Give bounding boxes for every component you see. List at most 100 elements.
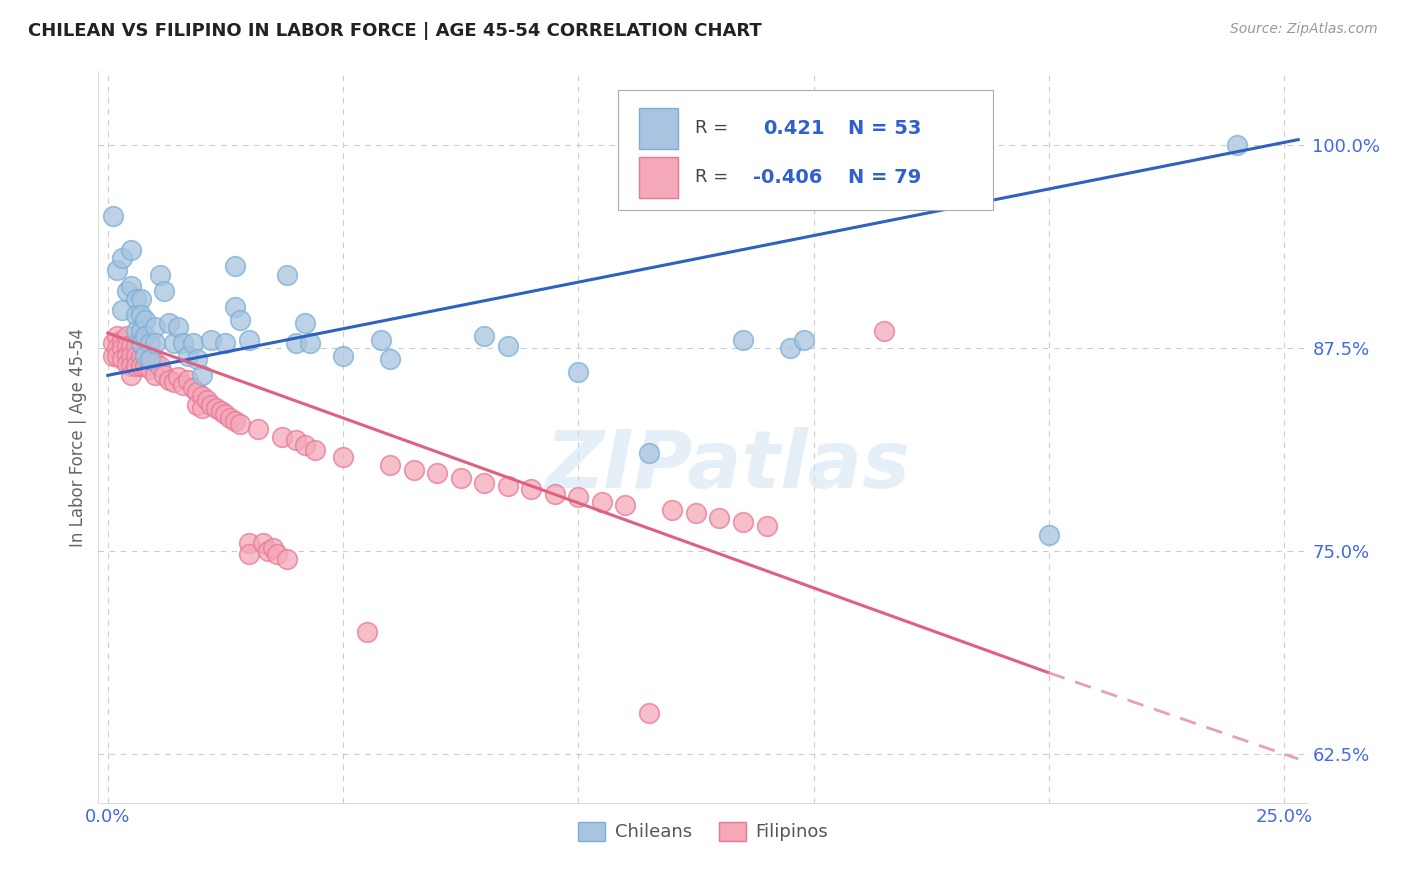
Point	[228, 313, 250, 327]
Point	[205, 401, 228, 415]
Point	[129, 308, 152, 322]
Point	[177, 349, 200, 363]
Point	[172, 378, 194, 392]
Point	[356, 625, 378, 640]
Point	[266, 547, 288, 561]
Point	[195, 392, 218, 407]
Point	[238, 535, 260, 549]
Point	[125, 339, 148, 353]
Point	[125, 308, 148, 322]
Point	[101, 349, 124, 363]
Point	[276, 268, 298, 282]
Point	[1038, 527, 1060, 541]
Point	[779, 341, 801, 355]
Y-axis label: In Labor Force | Age 45-54: In Labor Force | Age 45-54	[69, 327, 87, 547]
Point	[214, 335, 236, 350]
Point	[591, 495, 613, 509]
Point	[685, 507, 707, 521]
Point	[120, 243, 142, 257]
Point	[228, 417, 250, 431]
Point	[294, 316, 316, 330]
Point	[105, 349, 128, 363]
Point	[181, 335, 204, 350]
Point	[172, 335, 194, 350]
Point	[105, 329, 128, 343]
Point	[120, 279, 142, 293]
Point	[472, 329, 495, 343]
Point	[153, 284, 176, 298]
Point	[567, 365, 589, 379]
Legend: Chileans, Filipinos: Chileans, Filipinos	[571, 814, 835, 848]
Point	[149, 359, 172, 373]
FancyBboxPatch shape	[619, 90, 993, 211]
Point	[1226, 137, 1249, 152]
Point	[731, 515, 754, 529]
Point	[496, 339, 519, 353]
Point	[157, 373, 180, 387]
Point	[186, 398, 208, 412]
Point	[120, 339, 142, 353]
Point	[224, 414, 246, 428]
Point	[139, 335, 162, 350]
Point	[378, 458, 401, 472]
Point	[134, 359, 156, 373]
Bar	[638, 157, 678, 197]
Point	[105, 341, 128, 355]
Point	[186, 384, 208, 399]
Point	[252, 535, 274, 549]
Point	[731, 333, 754, 347]
Point	[167, 319, 190, 334]
Text: ZIPatlas: ZIPatlas	[544, 427, 910, 506]
Bar	[638, 108, 678, 149]
Point	[129, 359, 152, 373]
Point	[638, 446, 661, 460]
Point	[111, 341, 134, 355]
Point	[496, 479, 519, 493]
Point	[129, 335, 152, 350]
Point	[332, 349, 354, 363]
Point	[238, 547, 260, 561]
Point	[139, 349, 162, 363]
Point	[153, 368, 176, 383]
Point	[134, 349, 156, 363]
Point	[101, 209, 124, 223]
Point	[163, 335, 186, 350]
Point	[167, 370, 190, 384]
Point	[129, 292, 152, 306]
Point	[238, 333, 260, 347]
Point	[209, 404, 232, 418]
Text: N = 79: N = 79	[848, 168, 921, 187]
Point	[661, 503, 683, 517]
Text: R =: R =	[695, 169, 728, 186]
Point	[285, 335, 308, 350]
Point	[129, 349, 152, 363]
Point	[304, 443, 326, 458]
Point	[200, 398, 222, 412]
Point	[256, 544, 278, 558]
Point	[143, 355, 166, 369]
Point	[157, 316, 180, 330]
Point	[219, 410, 242, 425]
Point	[163, 375, 186, 389]
Point	[294, 438, 316, 452]
Point	[793, 333, 815, 347]
Point	[120, 359, 142, 373]
Point	[224, 300, 246, 314]
Point	[105, 262, 128, 277]
Point	[191, 368, 214, 383]
Point	[224, 260, 246, 274]
Point	[111, 352, 134, 367]
Point	[276, 552, 298, 566]
Point	[709, 511, 731, 525]
Text: CHILEAN VS FILIPINO IN LABOR FORCE | AGE 45-54 CORRELATION CHART: CHILEAN VS FILIPINO IN LABOR FORCE | AGE…	[28, 22, 762, 40]
Point	[177, 373, 200, 387]
Text: Source: ZipAtlas.com: Source: ZipAtlas.com	[1230, 22, 1378, 37]
Text: 0.421: 0.421	[763, 119, 825, 138]
Point	[191, 389, 214, 403]
Point	[191, 401, 214, 415]
Point	[115, 329, 138, 343]
Point	[186, 352, 208, 367]
Point	[544, 487, 567, 501]
Point	[120, 368, 142, 383]
Point	[115, 357, 138, 371]
